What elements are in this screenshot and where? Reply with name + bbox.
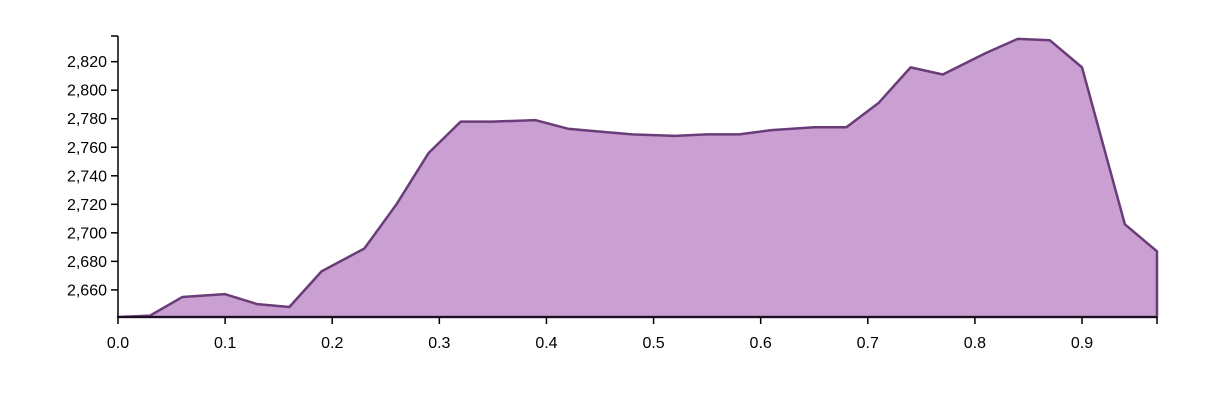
y-tick-label: 2,740 bbox=[67, 168, 107, 185]
y-axis-ticks: 2,660 2,680 2,700 2,720 2,740 2,760 2,780 2,800… bbox=[67, 35, 118, 299]
x-tick-label: 0.8 bbox=[964, 335, 986, 352]
x-tick-label: 0.4 bbox=[535, 335, 557, 352]
x-tick-label: 0.6 bbox=[750, 335, 772, 352]
x-tick-label: 0.9 bbox=[1071, 335, 1093, 352]
area-layer bbox=[116, 37, 1159, 319]
y-tick-label: 2,820 bbox=[67, 54, 107, 71]
x-tick-label: 0.5 bbox=[642, 335, 664, 352]
x-tick-label: 0.2 bbox=[321, 335, 343, 352]
x-tick-label: 0.0 bbox=[107, 335, 129, 352]
y-tick-label: 2,780 bbox=[67, 111, 107, 128]
x-axis-ticks: 0.0 0.1 0.2 0.3 0.4 0.5 0.6 0.7 0.8 0.9 bbox=[107, 317, 1158, 352]
y-tick-label: 2,680 bbox=[67, 254, 107, 271]
y-tick-label: 2,760 bbox=[67, 140, 107, 157]
x-tick-label: 0.3 bbox=[428, 335, 450, 352]
y-tick-label: 2,720 bbox=[67, 197, 107, 214]
y-tick-label: 2,660 bbox=[67, 282, 107, 299]
series-area bbox=[116, 37, 1159, 319]
x-tick-label: 0.7 bbox=[857, 335, 879, 352]
y-tick-label: 2,700 bbox=[67, 225, 107, 242]
x-tick-label: 0.1 bbox=[214, 335, 236, 352]
y-tick-label: 2,800 bbox=[67, 83, 107, 100]
